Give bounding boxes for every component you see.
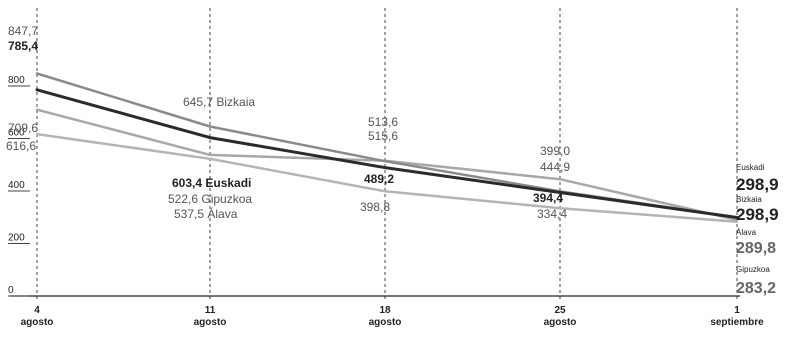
end-label-value: 283,2 — [736, 280, 776, 297]
end-label-value: 289,8 — [736, 240, 776, 257]
data-annotation: 398,8 — [360, 200, 390, 214]
data-annotation: 515,6 — [368, 129, 398, 143]
data-annotation: 645,7 Bizkaia — [183, 95, 255, 109]
x-tick-day: 1 — [734, 305, 740, 316]
data-annotation: 513,6 — [368, 115, 398, 129]
x-tick-month: agosto — [21, 317, 54, 328]
data-annotation: 603,4 Euskadi — [172, 176, 251, 190]
x-tick-month: agosto — [369, 317, 402, 328]
y-tick-label: 800 — [8, 75, 25, 86]
end-label-name: Álava — [736, 228, 757, 237]
data-annotation: 785,4 — [8, 39, 38, 53]
data-annotation: 399,0 — [540, 144, 570, 158]
x-tick-day: 25 — [554, 305, 566, 316]
series-line-euskadi — [35, 88, 739, 219]
x-tick-day: 18 — [379, 305, 391, 316]
y-tick-label: 400 — [8, 180, 25, 191]
y-tick-label: 0 — [8, 285, 14, 296]
data-annotation: 444,9 — [540, 160, 570, 174]
data-annotation: 847,7 — [8, 24, 38, 38]
series-line-gipuzkoa — [35, 132, 739, 223]
x-tick-day: 11 — [205, 305, 216, 316]
y-tick-label: 200 — [8, 233, 25, 244]
data-annotation: 394,4 — [533, 191, 563, 205]
data-annotation: 522,6 Gipuzkoa — [168, 192, 252, 206]
end-label-name: Bizkaia — [736, 195, 762, 204]
x-tick-day: 4 — [34, 305, 40, 316]
x-tick-month: septiembre — [710, 317, 764, 328]
data-annotation: 616,6 — [6, 139, 36, 153]
end-label-name: Euskadi — [736, 163, 765, 172]
end-label-value: 298,9 — [736, 205, 779, 224]
end-label-value: 298,9 — [736, 175, 779, 194]
end-label-name: Gipuzkoa — [736, 265, 770, 274]
y-tick-label: 600 — [8, 128, 25, 139]
data-annotation: 537,5 Álava — [174, 206, 238, 221]
x-tick-month: agosto — [194, 317, 227, 328]
data-annotation: 334,4 — [537, 207, 567, 221]
x-tick-month: agosto — [544, 317, 577, 328]
data-annotation: 489,2 — [364, 172, 394, 186]
data-annotation: 709,6 — [8, 121, 38, 135]
